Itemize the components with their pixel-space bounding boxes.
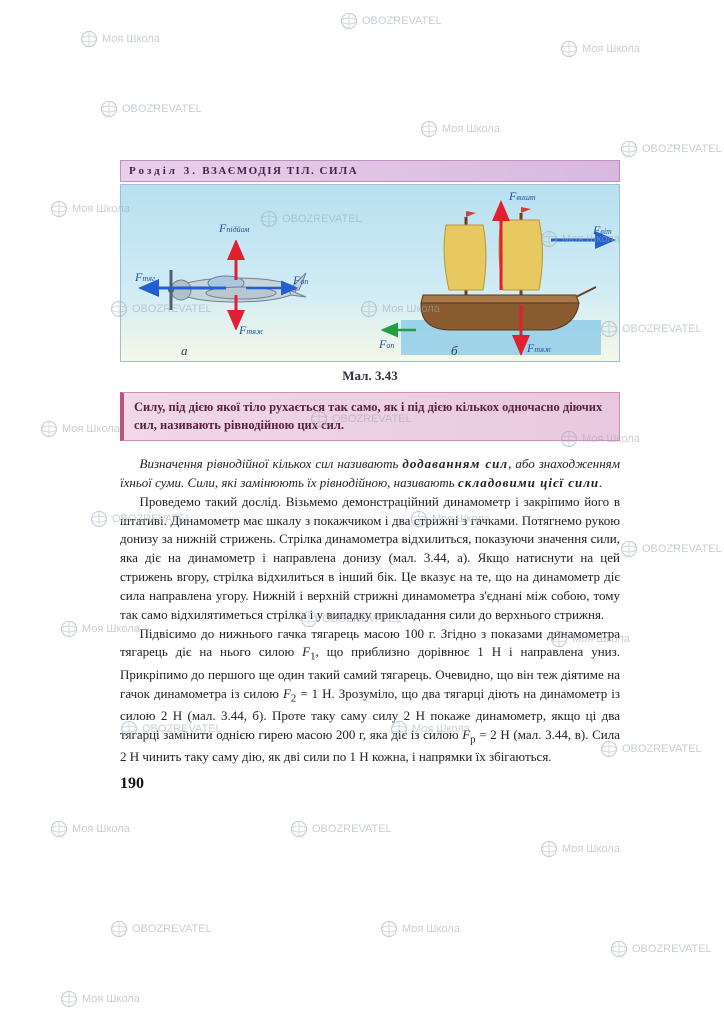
label-f-op-ship: Fоп — [379, 337, 394, 352]
watermark: Моя Школа — [50, 200, 130, 218]
label-f-tyag: Fтяг — [135, 270, 155, 285]
definition-box: Силу, під дією якої тіло рухається так с… — [120, 392, 620, 441]
paragraph-3: Підвісимо до нижнього гачка тягарець мас… — [120, 625, 620, 767]
chapter-header: Розділ 3. ВЗАЄМОДІЯ ТІЛ. СИЛА — [120, 160, 620, 182]
chapter-prefix: Розділ 3. — [129, 165, 198, 177]
watermark: OBOZREVATEL — [620, 140, 722, 158]
watermark: Моя Школа — [540, 840, 620, 858]
panel-label-a: а — [181, 343, 188, 359]
figure-caption: Мал. 3.43 — [120, 368, 620, 384]
label-f-op-plane: Fоп — [293, 273, 308, 288]
chapter-title: ВЗАЄМОДІЯ ТІЛ. СИЛА — [202, 165, 358, 177]
panel-label-b: б — [451, 343, 458, 359]
watermark: Моя Школа — [560, 40, 640, 58]
paragraph-1: Визначення рівнодійної кількох сил назив… — [120, 455, 620, 493]
watermark: OBOZREVATEL — [610, 940, 712, 958]
label-f-vit: Fвіт — [593, 223, 612, 238]
watermark: OBOZREVATEL — [110, 920, 212, 938]
watermark: Моя Школа — [420, 120, 500, 138]
paragraph-2: Проведемо такий дослід. Візьмемо демонст… — [120, 493, 620, 625]
watermark: OBOZREVATEL — [340, 12, 442, 30]
watermark: Моя Школа — [40, 420, 120, 438]
ship-forces — [381, 195, 621, 360]
label-f-pidiom: Fпідйом — [219, 221, 249, 236]
page-number: 190 — [120, 775, 620, 793]
label-f-tyazh-ship: Fтяж — [527, 341, 551, 356]
watermark: Моя Школа — [380, 920, 460, 938]
figure-3-43: Fпідйом Fтяг Fоп Fтяж а — [120, 184, 620, 362]
watermark: OBOZREVATEL — [620, 540, 722, 558]
plane-forces — [131, 240, 351, 330]
textbook-page: Розділ 3. ВЗАЄМОДІЯ ТІЛ. СИЛА — [120, 160, 620, 793]
label-f-visht: Fвишт — [509, 189, 536, 204]
watermark: Моя Школа — [50, 820, 130, 838]
watermark: Моя Школа — [60, 990, 140, 1008]
watermark: OBOZREVATEL — [100, 100, 202, 118]
body-text: Визначення рівнодійної кількох сил назив… — [120, 455, 620, 767]
label-f-tyazh-plane: Fтяж — [239, 323, 263, 338]
watermark: OBOZREVATEL — [290, 820, 392, 838]
watermark: Моя Школа — [80, 30, 160, 48]
